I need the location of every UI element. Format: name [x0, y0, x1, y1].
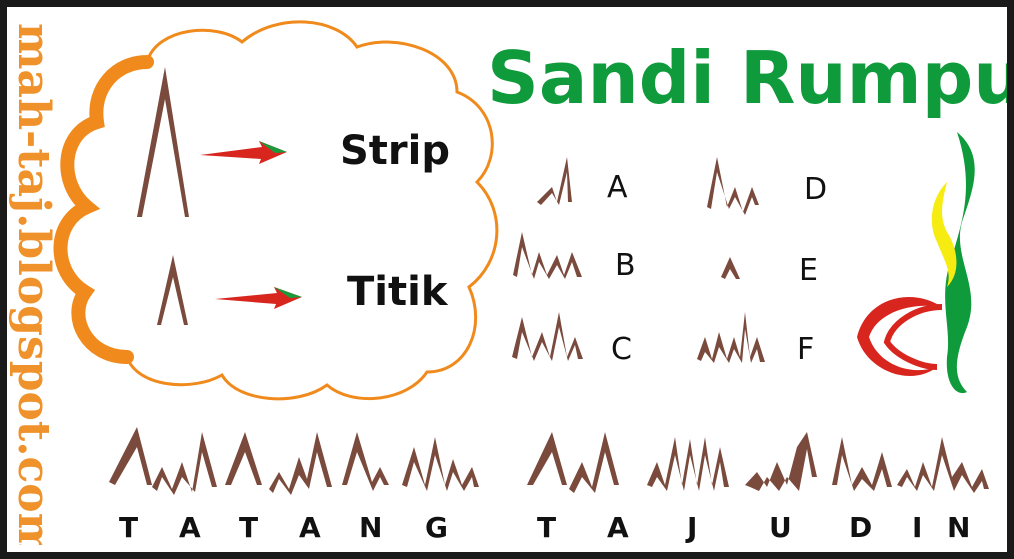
- site-url-vertical: mah-taj.blogspot.com: [8, 23, 59, 552]
- word1-letters: T A T A N G: [119, 511, 448, 544]
- letter-key: A B C D E F: [512, 157, 827, 367]
- word1-letter: A: [299, 511, 321, 544]
- word2-letter: A: [607, 511, 629, 544]
- word1-letter: T: [119, 511, 138, 544]
- word1-grass: [109, 427, 479, 495]
- strip-symbol: [137, 67, 189, 217]
- word2-grass: [527, 432, 989, 493]
- word2-letter: N: [947, 511, 970, 544]
- word2-letter: T: [537, 511, 556, 544]
- site-url-text: mah-taj.blogspot.com: [8, 23, 59, 552]
- word2-letters: T A J U D I N: [537, 511, 970, 544]
- bud-emblem: [857, 132, 975, 394]
- arrow-titik: [215, 287, 302, 309]
- word1-letter: G: [425, 511, 448, 544]
- titik-label: Titik: [347, 269, 449, 315]
- word1-letter: T: [239, 511, 258, 544]
- cloud-shape: [53, 20, 499, 401]
- strip-label: Strip: [340, 128, 450, 174]
- word2-letter: I: [912, 511, 922, 544]
- arrow-strip: [200, 141, 287, 164]
- letter-a: A: [607, 170, 628, 205]
- word1-letter: A: [179, 511, 201, 544]
- titik-symbol: [157, 255, 188, 325]
- letter-f: F: [797, 332, 814, 367]
- letter-c: C: [611, 332, 632, 367]
- artwork: mah-taj.blogspot.com Strip Titik Sandi R…: [8, 20, 1007, 552]
- word1-letter: N: [359, 511, 382, 544]
- word2-letter: U: [769, 511, 792, 544]
- letter-d: D: [804, 172, 827, 207]
- letter-e: E: [799, 253, 818, 288]
- page-title: Sandi Rumput: [487, 36, 1007, 120]
- word2-letter: D: [849, 511, 872, 544]
- letter-b: B: [615, 248, 636, 283]
- word2-letter: J: [685, 511, 697, 544]
